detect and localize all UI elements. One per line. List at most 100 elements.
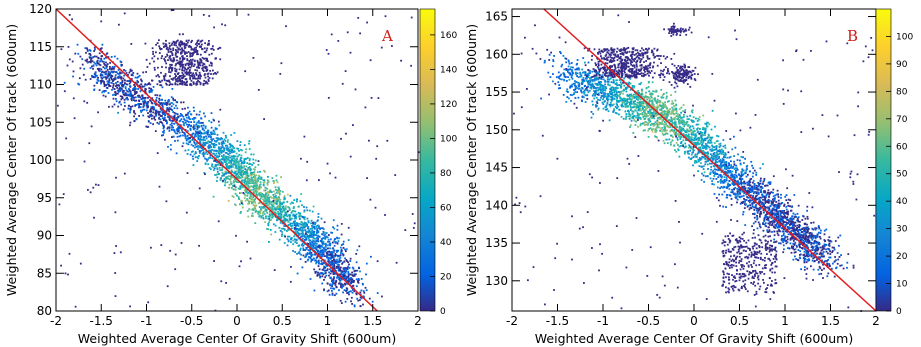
scatter-point xyxy=(287,240,290,243)
scatter-point xyxy=(657,123,659,126)
scatter-point xyxy=(216,155,218,157)
scatter-point xyxy=(171,42,174,45)
scatter-point xyxy=(161,79,163,82)
scatter-point xyxy=(68,58,71,61)
scatter-point xyxy=(268,202,271,205)
scatter-point xyxy=(325,269,327,272)
scatter-point xyxy=(350,277,353,280)
scatter-point xyxy=(683,121,686,124)
scatter-point xyxy=(321,272,324,275)
scatter-point xyxy=(305,179,308,182)
scatter-point xyxy=(198,71,201,74)
scatter-point xyxy=(58,203,61,206)
scatter-point xyxy=(156,121,159,124)
scatter-point xyxy=(193,125,196,128)
scatter-point xyxy=(345,259,348,261)
scatter-point xyxy=(344,257,346,260)
scatter-point xyxy=(206,142,209,144)
scatter-point xyxy=(331,280,333,283)
scatter-point xyxy=(95,81,98,84)
scatter-point xyxy=(206,153,209,155)
scatter-point xyxy=(345,248,348,251)
scatter-point xyxy=(300,193,303,195)
scatter-point xyxy=(129,92,132,95)
scatter-point xyxy=(244,188,247,190)
scatter-point xyxy=(686,129,689,132)
scatter-point xyxy=(262,217,265,220)
scatter-point xyxy=(289,214,291,217)
scatter-point xyxy=(92,186,95,189)
scatter-point xyxy=(347,276,349,278)
scatter-point xyxy=(153,108,156,111)
scatter-point xyxy=(271,214,274,217)
scatter-point xyxy=(124,105,126,107)
scatter-point xyxy=(114,74,117,77)
scatter-point xyxy=(169,75,171,78)
scatter-point xyxy=(256,181,258,184)
scatter-point xyxy=(106,73,108,75)
scatter-point xyxy=(704,163,707,166)
scatter-point xyxy=(179,83,181,85)
scatter-point xyxy=(297,229,300,232)
scatter-point xyxy=(165,79,168,82)
scatter-point xyxy=(807,253,810,255)
scatter-point xyxy=(193,142,196,144)
scatter-point xyxy=(220,280,223,283)
scatter-point xyxy=(105,65,108,68)
scatter-point xyxy=(254,159,257,162)
scatter-point xyxy=(178,47,180,50)
scatter-point xyxy=(170,148,172,151)
scatter-point xyxy=(644,94,647,97)
colorbar-tick-label: 120 xyxy=(440,100,457,110)
scatter-point xyxy=(100,20,103,23)
scatter-point xyxy=(231,171,234,173)
scatter-point xyxy=(265,215,267,218)
scatter-point xyxy=(311,231,313,234)
scatter-point xyxy=(259,209,262,212)
scatter-point xyxy=(210,136,212,139)
scatter-point xyxy=(125,89,128,92)
scatter-point xyxy=(331,254,334,257)
scatter-point xyxy=(233,183,236,186)
scatter-point xyxy=(587,83,590,85)
scatter-point xyxy=(234,172,237,175)
scatter-point xyxy=(264,209,267,212)
scatter-point xyxy=(679,120,681,123)
scatter-point xyxy=(232,165,234,168)
scatter-point xyxy=(597,107,600,110)
scatter-point xyxy=(252,215,254,217)
scatter-point xyxy=(164,119,167,122)
scatter-point xyxy=(346,31,349,34)
scatter-point xyxy=(787,198,790,201)
scatter-point xyxy=(366,21,368,24)
scatter-point xyxy=(163,76,166,79)
scatter-point xyxy=(267,175,269,178)
scatter-point xyxy=(267,204,270,207)
scatter-point xyxy=(174,64,177,67)
scatter-point xyxy=(199,64,202,67)
scatter-point xyxy=(259,191,262,194)
scatter-point xyxy=(226,149,228,151)
scatter-point xyxy=(128,104,131,107)
scatter-point xyxy=(226,141,229,143)
scatter-point xyxy=(709,177,712,180)
scatter-point xyxy=(193,75,196,78)
scatter-point xyxy=(742,156,744,159)
scatter-point xyxy=(337,255,339,258)
scatter-point xyxy=(174,54,177,56)
scatter-point xyxy=(252,192,255,194)
scatter-point xyxy=(243,189,246,192)
scatter-point xyxy=(102,90,105,93)
scatter-point xyxy=(192,158,194,160)
scatter-point xyxy=(176,46,179,49)
scatter-point xyxy=(262,207,265,209)
scatter-point xyxy=(702,114,705,117)
scatter-point xyxy=(321,248,324,251)
scatter-point xyxy=(215,161,218,164)
scatter-point xyxy=(138,105,141,108)
scatter-point xyxy=(140,78,142,81)
scatter-point xyxy=(111,68,114,70)
scatter-point xyxy=(134,87,137,90)
scatter-point xyxy=(155,112,158,115)
scatter-point xyxy=(158,80,161,83)
